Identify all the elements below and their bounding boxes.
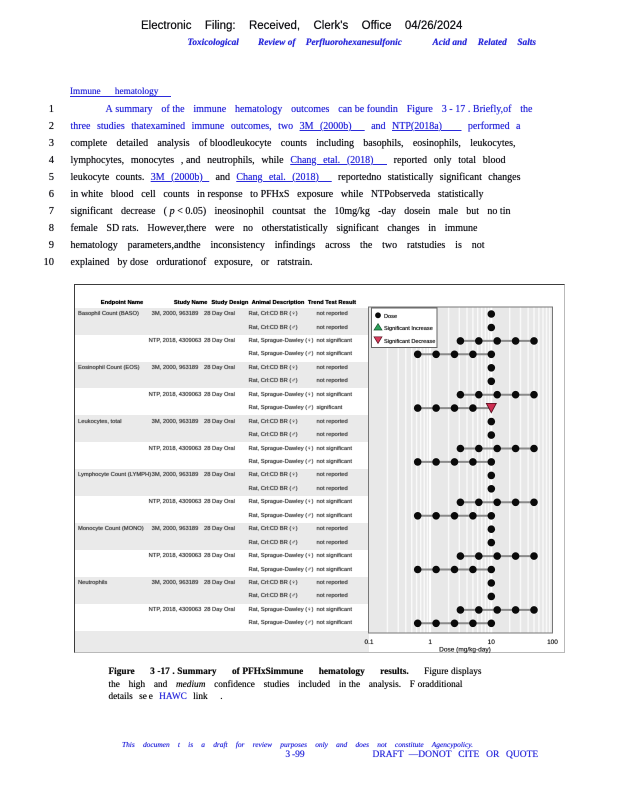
svg-text:100: 100: [547, 639, 558, 646]
svg-text:Significant Decrease: Significant Decrease: [384, 339, 435, 345]
svg-text:10: 10: [488, 639, 496, 646]
svg-text:1: 1: [428, 639, 432, 646]
svg-text:Dose (mg/kg-day): Dose (mg/kg-day): [439, 647, 491, 654]
svg-text:0.1: 0.1: [364, 639, 373, 646]
svg-text:Significant Increase: Significant Increase: [384, 326, 433, 332]
svg-text:Dose: Dose: [384, 314, 397, 320]
